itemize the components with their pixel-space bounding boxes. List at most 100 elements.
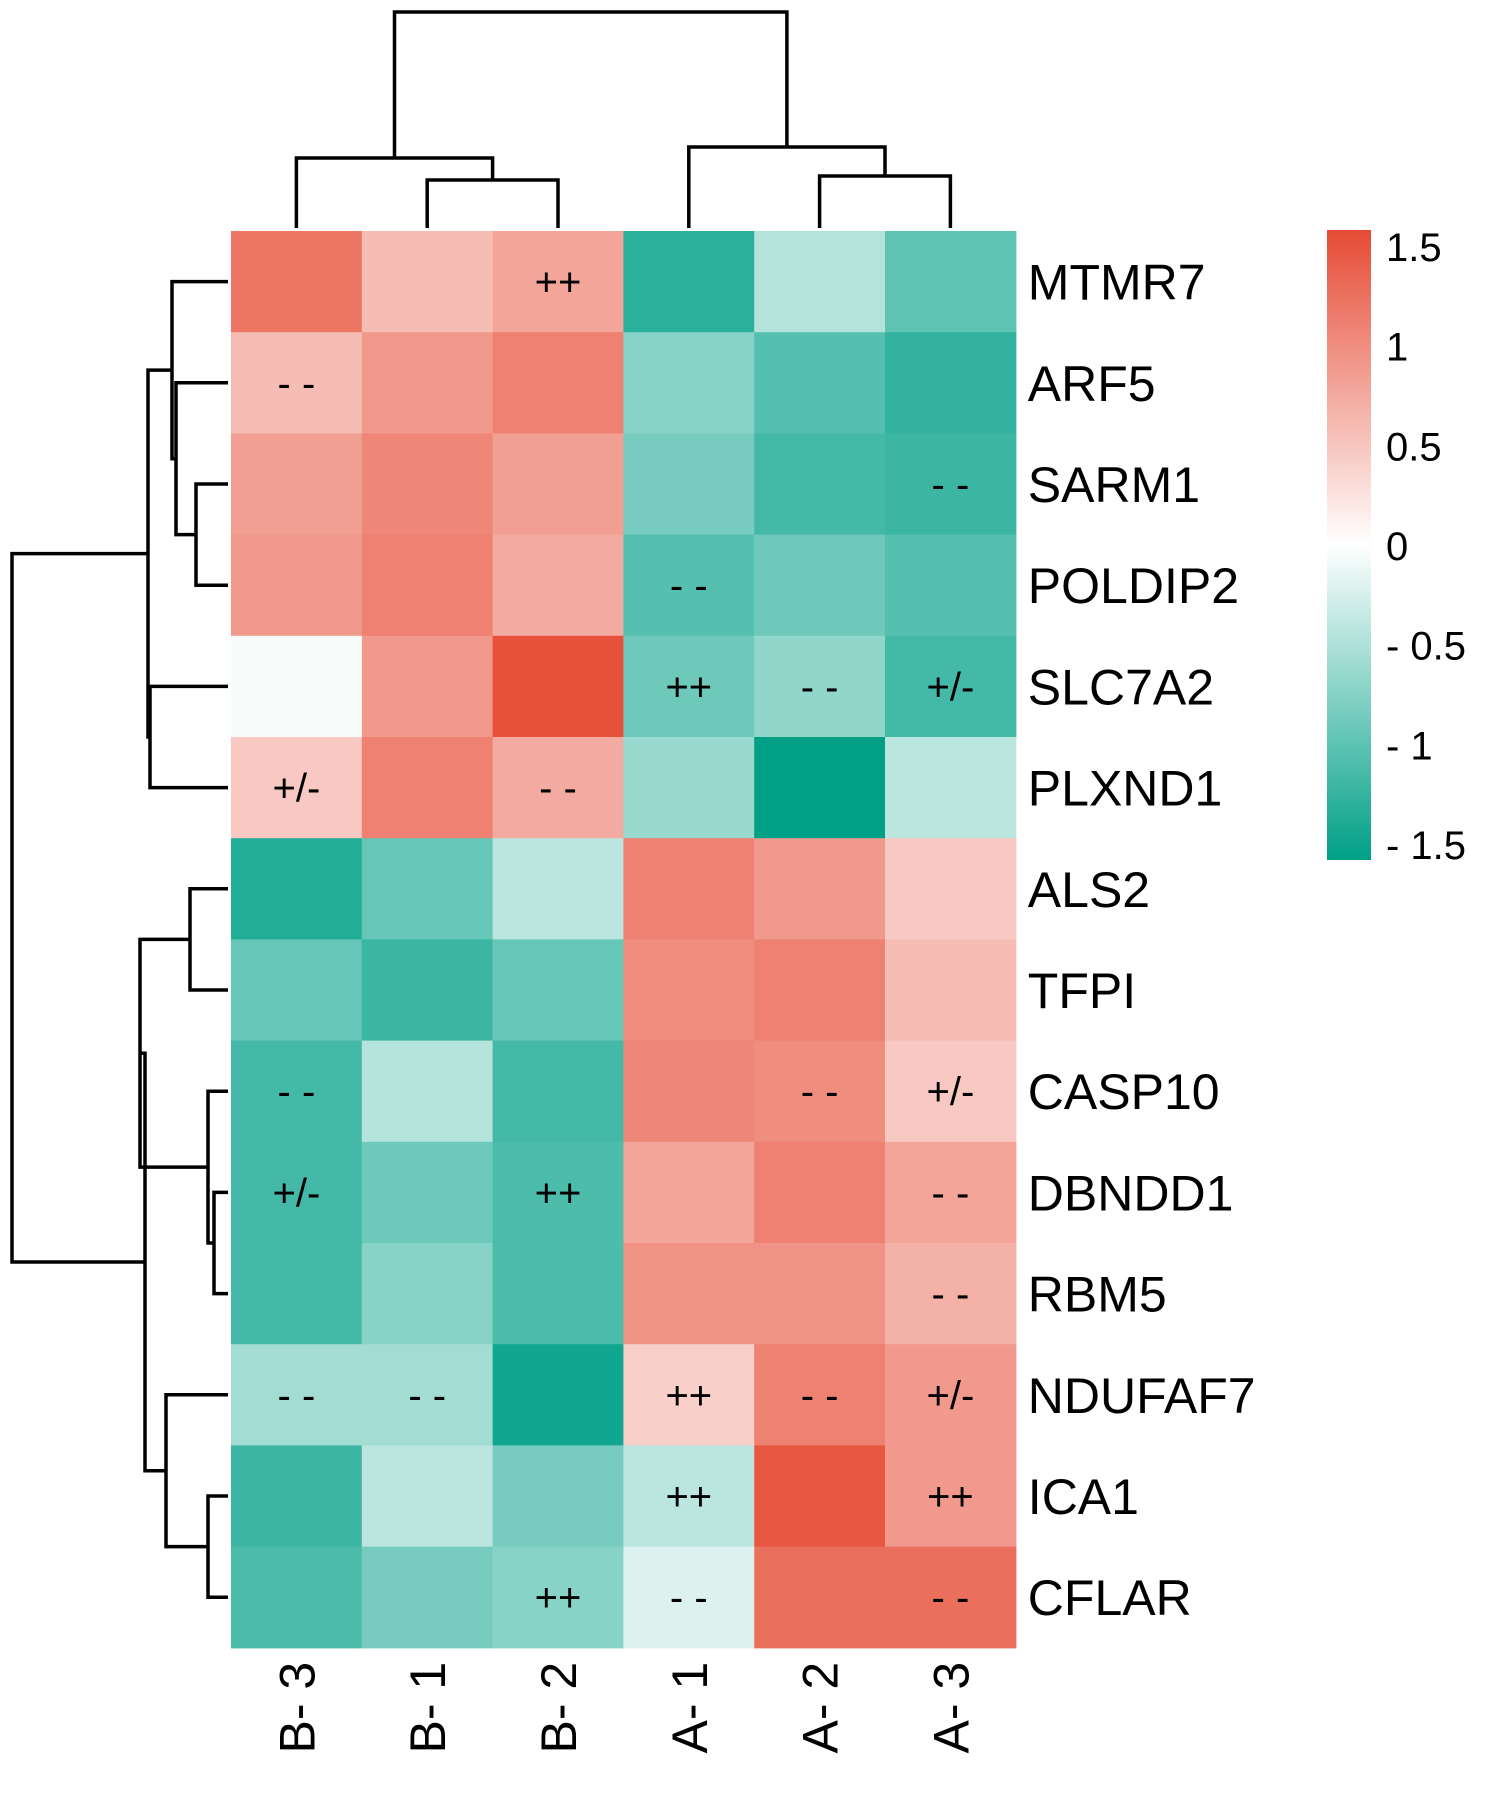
- heatmap-cell: [492, 1445, 624, 1548]
- dendrogram-branch: [188, 887, 228, 992]
- heatmap-cell: [361, 1141, 494, 1244]
- heatmap-cell: [623, 737, 755, 839]
- heatmap-cell: [623, 534, 755, 637]
- heatmap-cell: [231, 838, 363, 940]
- heatmap-cell: [754, 737, 886, 839]
- heatmap-cell: [231, 737, 363, 839]
- heatmap-cell: [623, 1040, 755, 1143]
- cell-annotation: +/-: [927, 1374, 975, 1418]
- cell-annotation: - -: [408, 1374, 446, 1418]
- heatmap-cell: [492, 1344, 624, 1446]
- dendrogram-branch: [687, 145, 887, 228]
- heatmap-cell: [231, 1040, 363, 1143]
- dendrogram-branch: [10, 551, 148, 1264]
- heatmap-cell: [231, 1243, 363, 1345]
- legend-tick-label: - 1.5: [1386, 824, 1466, 868]
- cell-annotation: - -: [801, 1374, 839, 1418]
- legend-tick-label: 0.5: [1386, 425, 1442, 469]
- heatmap-cell: [492, 838, 624, 940]
- heatmap-cell: [492, 737, 624, 839]
- heatmap-cell: [361, 1445, 494, 1548]
- heatmap-cell: [885, 838, 1017, 940]
- cell-annotation: ++: [535, 261, 582, 305]
- heatmap-cell: [754, 635, 886, 738]
- heatmap-cell: [754, 1344, 886, 1446]
- heatmap-cell: [885, 534, 1017, 637]
- heatmap-cell: [361, 1344, 494, 1446]
- heatmap-cell: [623, 1243, 755, 1345]
- heatmap-cell: [623, 433, 755, 536]
- heatmap-cell: [885, 1546, 1017, 1649]
- heatmap-cell: [231, 534, 363, 637]
- dendrogram-branch: [170, 279, 228, 461]
- cell-annotation: - -: [278, 1070, 316, 1114]
- heatmap-cell: [754, 939, 886, 1042]
- heatmap-cell: [754, 332, 886, 434]
- row-label: ICA1: [1028, 1469, 1139, 1525]
- row-label: TFPI: [1028, 963, 1136, 1019]
- cell-annotation: - -: [801, 1070, 839, 1114]
- heatmap-cell: [361, 737, 494, 839]
- heatmap-cell: [623, 1445, 755, 1548]
- legend-tick-label: 1: [1386, 326, 1408, 370]
- heatmap-cell: [885, 1141, 1017, 1244]
- cell-annotation: +/-: [273, 767, 321, 811]
- heatmap-cell: [885, 332, 1017, 434]
- column-label: A- 1: [662, 1662, 718, 1754]
- cell-annotation: - -: [932, 1171, 970, 1215]
- heatmap-cell: [885, 1344, 1017, 1446]
- row-label: RBM5: [1028, 1267, 1167, 1323]
- heatmap-cell: [492, 1243, 624, 1345]
- heatmap-cell: [492, 1040, 624, 1143]
- heatmap-cell: [623, 231, 755, 333]
- cell-annotations: ++ - - - - - - ++ - - +/- +/- - - - - - - +/- +/- ++ -…: [273, 261, 975, 1621]
- row-labels: MTMR7 ARF5 SARM1 POLDIP2 SLC7A2 PLXND1 ALS2 TFP…: [1028, 255, 1256, 1627]
- heatmap-cell: [361, 939, 494, 1042]
- row-label: DBNDD1: [1028, 1165, 1234, 1221]
- heatmap-cell: [885, 635, 1017, 738]
- row-label: SARM1: [1028, 457, 1200, 513]
- cell-annotation: - -: [670, 564, 708, 608]
- dendrogram-branch: [392, 10, 789, 158]
- heatmap-cell: [492, 939, 624, 1042]
- cell-annotation: +/-: [927, 1070, 975, 1114]
- column-dendrogram: [294, 10, 953, 228]
- heatmap-cell: [492, 231, 624, 333]
- heatmap-cell: [361, 534, 494, 637]
- legend-tick-label: 0: [1386, 525, 1408, 569]
- heatmap-cell: [885, 939, 1017, 1042]
- heatmap-cell: [623, 1546, 755, 1649]
- cell-annotation: - -: [539, 767, 577, 811]
- cell-annotation: ++: [927, 1475, 974, 1519]
- cell-annotation: ++: [665, 665, 712, 709]
- heatmap-cell: [623, 332, 755, 434]
- heatmap-cell: [231, 433, 363, 536]
- cell-annotation: +/-: [927, 665, 975, 709]
- heatmap-cell: [231, 1546, 363, 1649]
- cell-annotation: - -: [670, 1576, 708, 1620]
- heatmap-cell: [754, 1546, 886, 1649]
- column-label: B- 1: [400, 1662, 456, 1754]
- column-label: B- 3: [269, 1662, 325, 1754]
- heatmap-cell: [754, 1040, 886, 1143]
- heatmap-cells: [231, 231, 1017, 1649]
- column-label: A- 2: [793, 1662, 849, 1754]
- dendrogram-branch: [294, 156, 495, 228]
- cell-annotation: ++: [665, 1374, 712, 1418]
- legend-tick-label: - 0.5: [1386, 625, 1466, 669]
- heatmap-cell: [885, 231, 1017, 333]
- cell-annotation: ++: [535, 1576, 582, 1620]
- heatmap-cell: [754, 838, 886, 940]
- heatmap-cell: [361, 1546, 494, 1649]
- column-labels: B- 3 B- 1 B- 2 A- 1 A- 2 A- 3: [269, 1662, 979, 1754]
- column-label: B- 2: [531, 1662, 587, 1754]
- dendrogram-branch: [138, 937, 208, 1169]
- dendrogram-branch: [206, 1089, 228, 1245]
- heatmap-cell: [492, 1546, 624, 1649]
- heatmap-cell: [361, 433, 494, 536]
- row-dendrogram: [10, 279, 228, 1599]
- row-label: NDUFAF7: [1028, 1368, 1256, 1424]
- dendrogram-branch: [817, 174, 953, 228]
- heatmap-cell: [754, 1445, 886, 1548]
